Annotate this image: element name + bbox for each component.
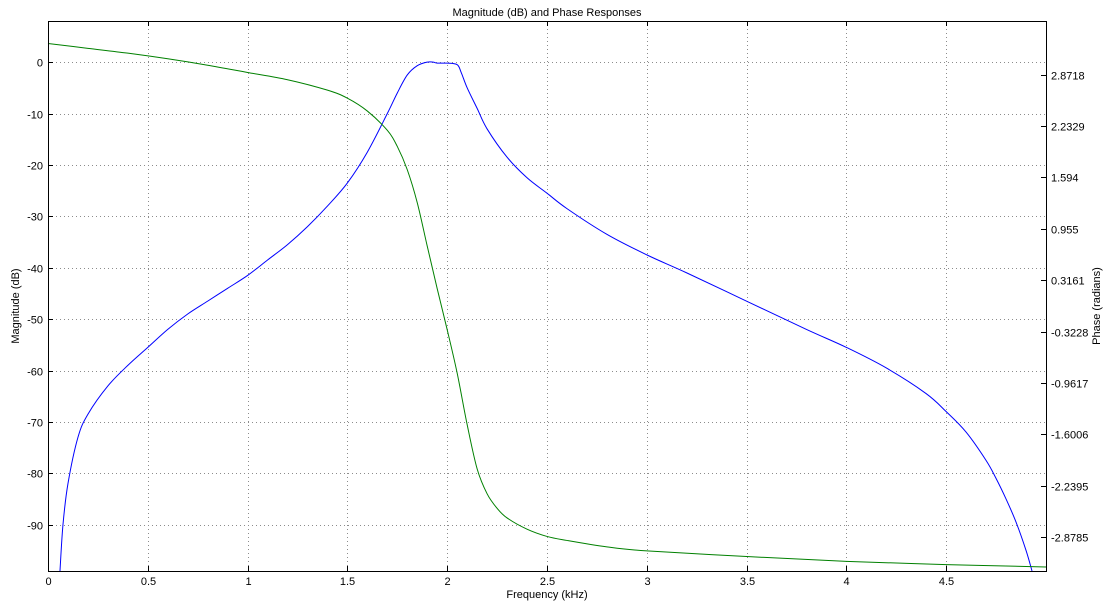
x-tick-label: 0.5 bbox=[141, 576, 156, 588]
y-right-tick-label: 0.955 bbox=[1051, 225, 1079, 237]
y-tick-label: -10 bbox=[27, 110, 43, 122]
x-tick-label: 3 bbox=[644, 576, 650, 588]
y-axis-label: Magnitude (dB) bbox=[10, 268, 22, 343]
x-tick-label: 3.5 bbox=[740, 576, 755, 588]
y-tick-label: -90 bbox=[27, 521, 43, 533]
y-tick-label: -80 bbox=[27, 469, 43, 481]
grid-layer bbox=[48, 21, 1046, 571]
y-tick-label: -30 bbox=[27, 212, 43, 224]
y-right-tick-label: 0.3161 bbox=[1051, 276, 1085, 288]
y-tick-label: -70 bbox=[27, 418, 43, 430]
x-tick-label: 0 bbox=[45, 576, 51, 588]
y-tick-label: 0 bbox=[37, 58, 43, 70]
y-tick-label: -40 bbox=[27, 264, 43, 276]
magnitude-response-line bbox=[59, 61, 1033, 572]
y-right-tick-label: -2.8785 bbox=[1051, 533, 1088, 545]
y-right-tick-label: -0.3228 bbox=[1051, 328, 1088, 340]
y-axis-right-label: Phase (radians) bbox=[1091, 267, 1103, 345]
x-axis-label: Frequency (kHz) bbox=[506, 589, 587, 601]
ticks-layer: 0 0.5 1 1.5 2 2.5 3 3.5 4 4.5 0 -10 -20 -30 -40 -50 -60 -… bbox=[27, 21, 1088, 588]
x-tick-label: 2 bbox=[444, 576, 450, 588]
y-right-tick-label: 2.2329 bbox=[1051, 122, 1085, 134]
y-right-tick-label: 1.594 bbox=[1051, 173, 1079, 185]
y-right-tick-label: -0.9617 bbox=[1051, 379, 1088, 391]
y-tick-label: -50 bbox=[27, 315, 43, 327]
chart-title: Magnitude (dB) and Phase Responses bbox=[453, 7, 642, 19]
x-tick-label: 1 bbox=[245, 576, 251, 588]
x-tick-label: 4.5 bbox=[939, 576, 954, 588]
series-layer bbox=[47, 43, 1047, 572]
y-right-tick-label: -2.2395 bbox=[1051, 482, 1088, 494]
y-right-tick-label: -1.6006 bbox=[1051, 430, 1088, 442]
y-tick-label: -60 bbox=[27, 367, 43, 379]
y-tick-label: -20 bbox=[27, 161, 43, 173]
phase-response-line bbox=[47, 43, 1047, 568]
y-right-tick-label: 2.8718 bbox=[1051, 71, 1085, 83]
x-tick-label: 1.5 bbox=[340, 576, 355, 588]
x-tick-label: 2.5 bbox=[540, 576, 555, 588]
x-tick-label: 4 bbox=[843, 576, 849, 588]
